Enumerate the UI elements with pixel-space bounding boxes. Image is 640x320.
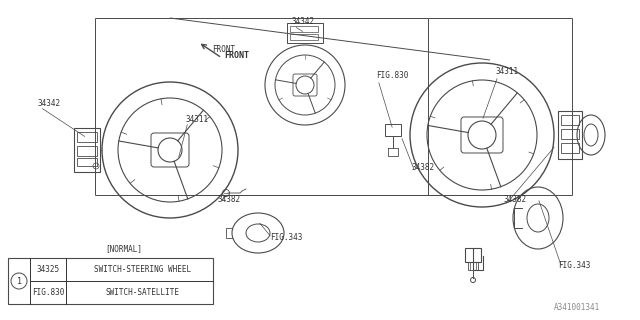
Text: 34382: 34382 — [503, 195, 526, 204]
Bar — [77, 158, 97, 166]
Text: 34342: 34342 — [291, 18, 314, 27]
Bar — [561, 115, 579, 125]
Text: 34325: 34325 — [36, 265, 60, 274]
Text: 34311: 34311 — [185, 115, 208, 124]
Bar — [290, 26, 318, 32]
Text: 34342: 34342 — [37, 100, 60, 108]
Bar — [465, 248, 481, 262]
Text: SWITCH-SATELLITE: SWITCH-SATELLITE — [106, 288, 180, 297]
Bar — [77, 146, 97, 156]
Text: FRONT: FRONT — [212, 45, 235, 54]
Bar — [8, 258, 213, 304]
Bar — [561, 129, 579, 139]
Bar — [468, 262, 478, 270]
Bar — [77, 132, 97, 142]
Text: A341001341: A341001341 — [554, 303, 600, 312]
Text: [NORMAL]: [NORMAL] — [105, 244, 142, 253]
Text: 34382: 34382 — [411, 164, 434, 172]
Text: 34382: 34382 — [218, 195, 241, 204]
Bar — [287, 23, 323, 43]
Bar — [290, 34, 318, 40]
Text: 34311: 34311 — [495, 68, 518, 76]
Bar — [74, 128, 100, 172]
Text: FIG.343: FIG.343 — [270, 234, 302, 243]
Text: 1: 1 — [17, 276, 22, 285]
Bar — [561, 143, 579, 153]
Text: FIG.830: FIG.830 — [376, 71, 408, 81]
Bar — [558, 111, 582, 159]
Text: FIG.343: FIG.343 — [558, 260, 590, 269]
Text: FRONT: FRONT — [224, 51, 249, 60]
Bar — [385, 124, 401, 136]
Text: SWITCH-STEERING WHEEL: SWITCH-STEERING WHEEL — [95, 265, 191, 274]
Text: FIG.830: FIG.830 — [32, 288, 64, 297]
